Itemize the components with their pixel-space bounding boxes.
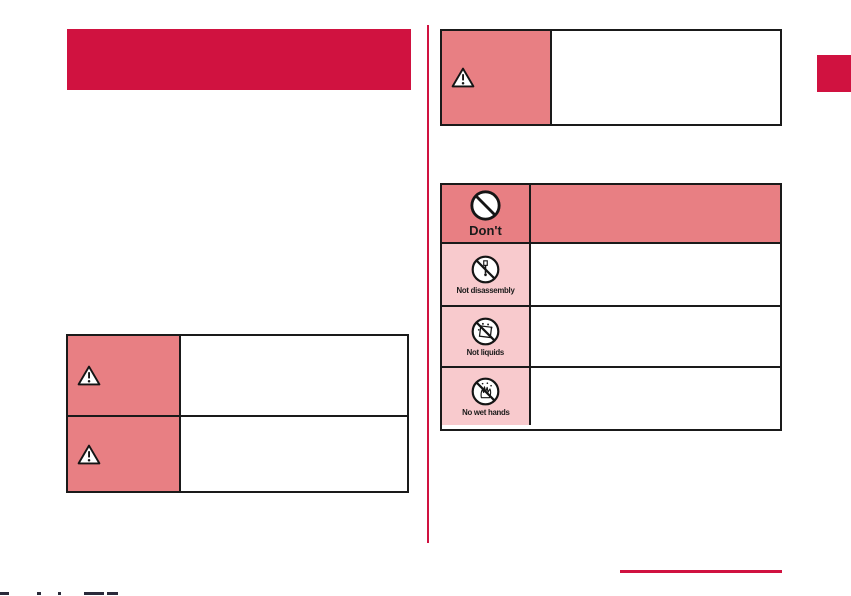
- table-row: [68, 415, 407, 491]
- table-row: Not disassembly: [442, 242, 780, 305]
- left-caution-table: [66, 334, 409, 493]
- title-banner: [67, 29, 411, 90]
- caution-body-cell: [181, 336, 407, 415]
- no-liquids-icon-cell: Not liquids: [442, 307, 531, 366]
- no-disassembly-label: Not disassembly: [456, 285, 515, 295]
- table-header-row: Don't: [442, 185, 780, 242]
- clipped-footer-text-fragment: [84, 592, 104, 595]
- no-disassembly-icon: [470, 254, 501, 285]
- dont-header-body-cell: [531, 185, 780, 242]
- caution-body-cell: [181, 417, 407, 491]
- caution-icon-cell: [68, 417, 181, 491]
- prohibition-body-cell: [531, 368, 780, 425]
- clipped-footer-text-fragment: [37, 592, 41, 595]
- no-wet-hands-label: No wet hands: [461, 407, 510, 417]
- side-index-tab: [817, 55, 851, 92]
- warning-triangle-icon: [77, 365, 101, 386]
- no-wet-hands-icon-cell: No wet hands: [442, 368, 531, 425]
- right-caution-table: [440, 29, 782, 126]
- warning-triangle-icon: [77, 444, 101, 465]
- clipped-footer-text-fragment: [107, 592, 118, 595]
- dont-label: Don't: [469, 223, 502, 238]
- clipped-footer-text-fragment: [0, 592, 9, 595]
- table-row: [68, 336, 407, 415]
- clipped-footer-text: [0, 592, 130, 596]
- table-row: Not liquids: [442, 305, 780, 366]
- dont-icon-cell: Don't: [442, 185, 531, 242]
- dont-icon: [469, 189, 502, 222]
- prohibition-table: Don't Not disassembly: [440, 183, 782, 431]
- bottom-right-rule: [620, 570, 782, 573]
- prohibition-body-cell: [531, 307, 780, 366]
- caution-icon-cell: [442, 31, 552, 124]
- prohibition-body-cell: [531, 244, 780, 305]
- no-disassembly-icon-cell: Not disassembly: [442, 244, 531, 305]
- no-liquids-label: Not liquids: [466, 347, 505, 357]
- caution-icon-cell: [68, 336, 181, 415]
- table-row: [442, 31, 780, 124]
- no-wet-hands-icon: [470, 376, 501, 407]
- clipped-footer-text-fragment: [58, 592, 61, 595]
- table-row: No wet hands: [442, 366, 780, 425]
- caution-body-cell: [552, 31, 780, 124]
- column-divider: [427, 25, 429, 543]
- warning-triangle-icon: [451, 67, 475, 88]
- no-liquids-icon: [470, 316, 501, 347]
